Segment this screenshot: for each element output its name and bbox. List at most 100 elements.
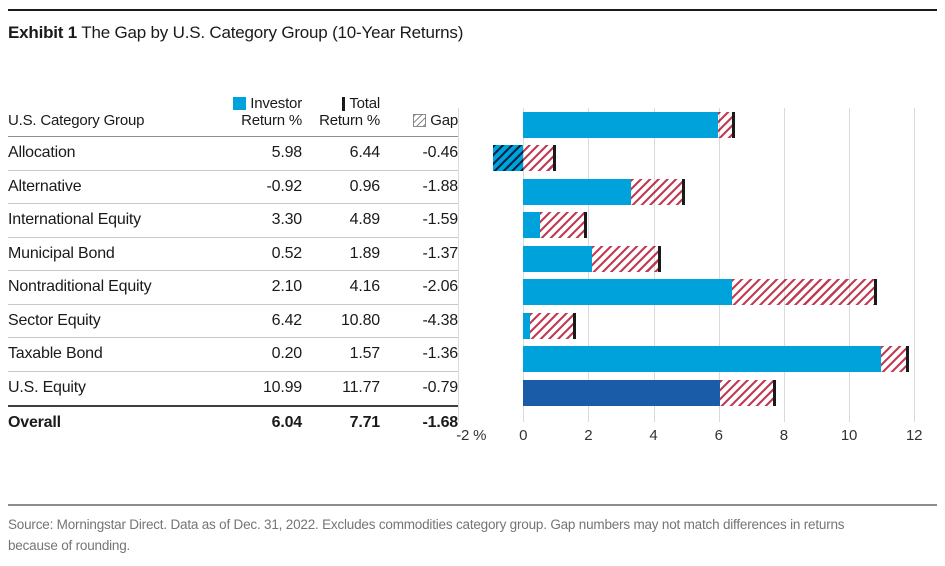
table-body: Allocation 5.98 6.44 -0.46 Alternative -0.92 0… <box>8 137 458 439</box>
total-return-tick <box>553 145 557 172</box>
gap-hatch <box>718 111 733 138</box>
row-label: Overall <box>8 413 61 431</box>
chart-row <box>458 209 937 243</box>
chart-row <box>458 309 937 343</box>
gridline <box>458 108 459 422</box>
total-return-value: 10.80 <box>340 311 380 329</box>
exhibit-title: Exhibit 1 The Gap by U.S. Category Group… <box>8 23 937 43</box>
chart-row <box>458 242 937 276</box>
x-axis-label: 10 <box>840 427 858 444</box>
exhibit-label: Exhibit 1 <box>8 23 78 42</box>
gap-value: -1.36 <box>422 345 459 363</box>
gap-hatch <box>630 178 683 205</box>
investor-return-value: 5.98 <box>271 144 303 162</box>
investor-return-bar <box>523 346 882 373</box>
x-axis-label: 8 <box>779 427 788 444</box>
gap-value: -1.88 <box>422 177 459 195</box>
x-axis-label: 2 <box>584 427 593 444</box>
investor-return-bar <box>523 111 718 138</box>
total-return-value: 1.57 <box>349 345 381 363</box>
investor-return-value: 2.10 <box>271 278 303 296</box>
x-axis-label: -2 % <box>456 427 487 444</box>
table-row: Nontraditional Equity 2.10 4.16 -2.06 <box>8 271 458 305</box>
gap-value: -1.68 <box>422 413 459 431</box>
chart-row <box>458 142 937 176</box>
gap-column-header: Gap <box>380 112 458 129</box>
investor-return-value: -0.92 <box>266 177 303 195</box>
total-return-value: 4.16 <box>349 278 381 296</box>
total-header-line1: Total <box>349 95 380 112</box>
gap-bar-chart: -2 % 0 2 4 6 8 10 12 <box>456 100 937 446</box>
investor-return-value: 6.42 <box>271 311 303 329</box>
gap-hatch <box>881 346 907 373</box>
x-axis-label: 6 <box>714 427 723 444</box>
gap-value: -0.79 <box>422 379 459 397</box>
total-return-value: 6.44 <box>349 144 381 162</box>
exhibit-page: Exhibit 1 The Gap by U.S. Category Group… <box>0 9 945 566</box>
table-row: Overall 6.04 7.71 -1.68 <box>8 405 458 439</box>
investor-return-value: 6.04 <box>271 413 303 431</box>
total-return-tick <box>657 245 661 272</box>
total-return-tick <box>583 212 587 239</box>
table-row: Allocation 5.98 6.44 -0.46 <box>8 137 458 171</box>
total-return-value: 11.77 <box>342 379 380 397</box>
total-column-header: Total Return % <box>302 95 380 129</box>
row-label: Alternative <box>8 177 82 195</box>
total-return-tick <box>732 111 736 138</box>
gap-value: -1.59 <box>422 211 459 229</box>
investor-return-bar <box>523 312 530 339</box>
row-label: Allocation <box>8 144 76 162</box>
chart-plot <box>458 108 937 422</box>
gap-hatch <box>493 145 555 172</box>
table-row: Alternative -0.92 0.96 -1.88 <box>8 171 459 204</box>
total-return-tick <box>874 279 878 306</box>
chart-row <box>458 343 937 377</box>
gap-hatch <box>732 279 876 306</box>
total-return-tick <box>573 312 577 339</box>
chart-row <box>458 175 937 209</box>
total-return-tick <box>773 379 777 406</box>
top-rule <box>8 9 937 11</box>
table-header: U.S. Category Group Investor Return % To… <box>8 73 458 137</box>
chart-bars <box>458 108 937 410</box>
group-column-header: U.S. Category Group <box>8 112 145 129</box>
investor-return-value: 10.99 <box>262 379 302 397</box>
investor-column-header: Investor Return % <box>222 95 302 129</box>
chart-row <box>458 276 937 310</box>
returns-table: U.S. Category Group Investor Return % To… <box>8 73 458 446</box>
row-label: Sector Equity <box>8 311 101 329</box>
investor-header-line1: Investor <box>250 95 302 112</box>
gridline <box>718 108 720 422</box>
gap-value: -4.38 <box>422 311 459 329</box>
total-return-tick <box>905 346 909 373</box>
gap-hatch <box>540 212 585 239</box>
total-return-value: 1.89 <box>349 244 381 262</box>
investor-return-bar <box>523 279 733 306</box>
investor-return-bar <box>523 379 720 406</box>
gap-value: -1.37 <box>422 244 459 262</box>
gridline <box>849 108 851 422</box>
total-return-value: 7.71 <box>349 413 381 431</box>
investor-legend-swatch-icon <box>233 97 247 110</box>
gridline <box>914 108 916 422</box>
investor-return-bar <box>523 178 631 205</box>
gap-legend-hatch-icon <box>413 114 427 127</box>
gridline <box>783 108 785 422</box>
table-row: Municipal Bond 0.52 1.89 -1.37 <box>8 238 459 271</box>
table-row: Sector Equity 6.42 10.80 -4.38 <box>8 305 459 338</box>
table-row: Taxable Bond 0.20 1.57 -1.36 <box>8 338 458 372</box>
investor-return-bar <box>523 245 592 272</box>
total-header-line2: Return % <box>319 112 380 129</box>
content: U.S. Category Group Investor Return % To… <box>8 73 937 446</box>
investor-header-line2: Return % <box>241 112 302 129</box>
footer-rule <box>8 504 937 506</box>
investor-return-value: 0.52 <box>271 244 303 262</box>
total-legend-tick-icon <box>342 96 346 111</box>
investor-return-bar <box>523 212 541 239</box>
x-axis-label: 4 <box>649 427 658 444</box>
gap-value: -0.46 <box>422 144 459 162</box>
table-row: International Equity 3.30 4.89 -1.59 <box>8 204 458 238</box>
row-label: Nontraditional Equity <box>8 278 152 296</box>
gap-value: -2.06 <box>422 278 459 296</box>
x-axis-label: 0 <box>519 427 528 444</box>
